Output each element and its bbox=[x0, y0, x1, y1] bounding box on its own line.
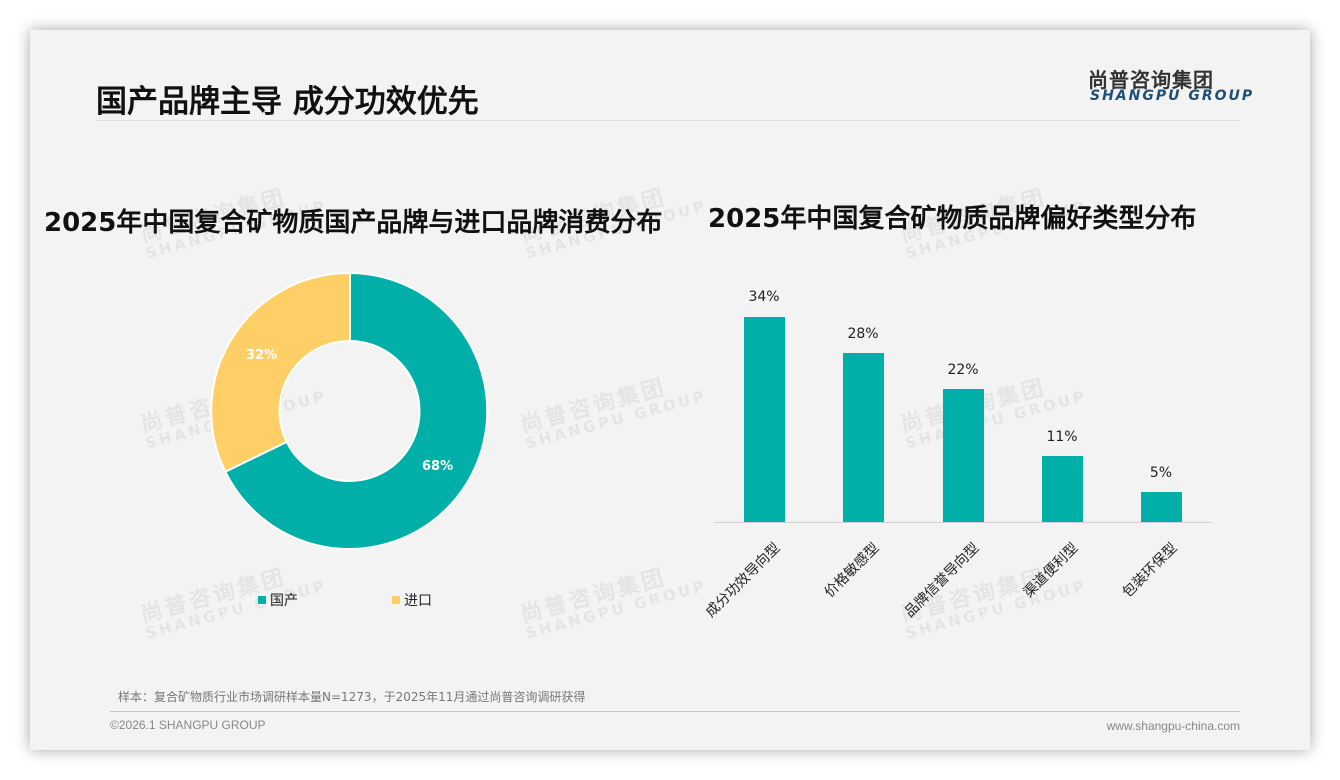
logo-text-cn: 尚普咨询集团 bbox=[1088, 68, 1214, 92]
bar bbox=[1141, 492, 1182, 522]
bar bbox=[943, 389, 984, 522]
donut-label-imported: 32% bbox=[246, 348, 278, 363]
bar bbox=[1042, 456, 1083, 522]
donut-slice-domestic bbox=[223, 271, 489, 550]
footer-divider bbox=[110, 711, 1240, 712]
donut-chart bbox=[210, 271, 489, 550]
bar-chart-title: 2025年中国复合矿物质品牌偏好类型分布 bbox=[708, 204, 1197, 234]
sample-note: 样本：复合矿物质行业市场调研样本量N=1273，于2025年11月通过尚普咨询调… bbox=[118, 690, 586, 704]
title-divider bbox=[96, 120, 1240, 121]
bar bbox=[843, 353, 884, 522]
legend-swatch bbox=[392, 596, 400, 604]
x-tick-label: 成分功效导向型 bbox=[702, 540, 784, 621]
legend-label: 国产 bbox=[270, 593, 298, 609]
bar-value-label: 5% bbox=[1149, 465, 1173, 481]
copyright: ©2026.1 SHANGPU GROUP bbox=[110, 718, 266, 732]
donut-chart-title: 2025年中国复合矿物质国产品牌与进口品牌消费分布 bbox=[44, 208, 663, 238]
donut-slice-imported bbox=[210, 271, 351, 474]
bar bbox=[744, 317, 785, 522]
x-axis-line bbox=[714, 522, 1212, 523]
logo-text-en: SHANGPU GROUP bbox=[1090, 88, 1255, 104]
bar-value-label: 28% bbox=[847, 326, 879, 342]
bar-value-label: 11% bbox=[1046, 429, 1078, 445]
x-tick-label: 包装环保型 bbox=[1119, 540, 1181, 601]
x-tick-label: 价格敏感型 bbox=[821, 540, 883, 601]
x-tick-label: 渠道便利型 bbox=[1020, 540, 1082, 601]
donut-label-domestic: 68% bbox=[422, 459, 454, 474]
website-url: www.shangpu-china.com bbox=[1106, 719, 1240, 733]
page-title: 国产品牌主导 成分功效优先 bbox=[96, 84, 479, 120]
bar-value-label: 22% bbox=[947, 362, 979, 378]
slide: 尚普咨询集团 SHANGPU GROUP 尚普咨询集团 SHANGPU GROUP … bbox=[30, 30, 1310, 750]
legend-item-imported: 进口 bbox=[392, 590, 432, 610]
bar-value-label: 34% bbox=[748, 289, 780, 305]
legend-swatch bbox=[258, 596, 266, 604]
legend-item-domestic: 国产 bbox=[258, 590, 298, 610]
x-tick-label: 品牌信誉导向型 bbox=[901, 540, 983, 621]
legend-label: 进口 bbox=[404, 593, 432, 609]
